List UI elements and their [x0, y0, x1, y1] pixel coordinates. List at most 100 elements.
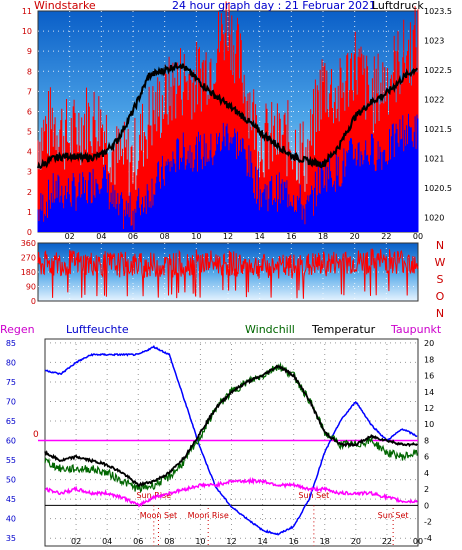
- rain-axis-label: 0: [33, 430, 39, 440]
- panel1-x-tick: 04: [96, 232, 106, 241]
- panel1-left-tick: 11: [22, 7, 32, 16]
- temperature-humidity-lines: [44, 344, 418, 536]
- panel3-left-tick: 35: [6, 534, 16, 543]
- panel1-right-tick: 1022.5: [424, 66, 452, 75]
- panel3-left-tick: 45: [6, 495, 16, 504]
- compass-letter: N: [436, 307, 444, 320]
- panel3-x-tick: 16: [289, 537, 299, 546]
- panel3-left-tick: 40: [6, 515, 16, 524]
- panel3-right-tick: 4: [424, 469, 429, 478]
- panel3-right-tick: -2: [424, 518, 432, 527]
- panel3-right-tick: 2: [424, 485, 429, 494]
- panel3-x-tick: 00: [413, 537, 423, 546]
- panel1-x-tick: 18: [318, 232, 328, 241]
- panel1-left-tick: 0: [27, 228, 32, 237]
- panel1-right-tick: 1023: [424, 36, 444, 45]
- panel1-x-tick: 10: [191, 232, 201, 241]
- panel3-x-tick: 10: [195, 537, 205, 546]
- panel3-left-tick: 85: [6, 339, 16, 348]
- panel3-left-tick: 70: [6, 397, 16, 406]
- panel1-right-tick: 1020: [424, 213, 444, 222]
- pressure-line: [37, 62, 418, 170]
- compass-letter: W: [435, 256, 446, 269]
- panel3-x-tick: 08: [164, 537, 174, 546]
- panel3-right-tick: 20: [424, 339, 434, 348]
- annotation-label: Moon Set: [140, 511, 177, 520]
- panel1-left-tick: 4: [27, 148, 32, 157]
- panel3-left-tick: 60: [6, 437, 16, 446]
- wind-direction-line: [37, 247, 419, 299]
- panel3-x-tick: 20: [351, 537, 361, 546]
- panel1-left-tick: 5: [27, 128, 32, 137]
- panel1-x-tick: 14: [255, 232, 265, 241]
- panel1-left-tick: 2: [27, 188, 32, 197]
- panel3-right-tick: 0: [424, 501, 429, 510]
- panel1-right-label: Luftdruck: [372, 0, 424, 12]
- panel3-x-tick: 02: [71, 537, 81, 546]
- panel1-left-tick: 3: [27, 168, 32, 177]
- panel2-left-tick: 0: [31, 297, 36, 306]
- panel1-right-axis: 1023.5 1023 1022.5 1022 1021.5 1021 1020.5 1020: [424, 7, 452, 222]
- compass-letter: O: [436, 290, 445, 303]
- wind-bars: [37, 1, 419, 232]
- panel1-right-tick: 1020.5: [424, 184, 452, 193]
- panel1-x-tick: 12: [223, 232, 233, 241]
- panel1-x-tick: 20: [350, 232, 360, 241]
- panel1-left-tick: 7: [27, 87, 32, 96]
- panel3-left-tick: 55: [6, 456, 16, 465]
- humidity-series: [44, 344, 418, 536]
- wind-speed-bars: [37, 113, 419, 232]
- panel3-x-axis: 02 04 06 08 10 12 14 16 18 20 22 00: [71, 537, 423, 546]
- panel1-right-tick: 1021.5: [424, 125, 452, 134]
- legend-entry: Luftfeuchte: [66, 323, 129, 336]
- panel2-left-axis: 360 270 180 90 0: [21, 239, 36, 306]
- panel1-x-axis: 02 04 06 08 10 12 14 16 18 20 22 00: [65, 232, 424, 241]
- panel3-right-tick: 14: [424, 388, 434, 397]
- annotation-label: Sun Set: [298, 491, 329, 500]
- legend-entry: Temperatur: [311, 323, 376, 336]
- panel1-x-tick: 16: [286, 232, 296, 241]
- legend-entry: Windchill: [245, 323, 295, 336]
- panel1-x-tick: 06: [128, 232, 138, 241]
- windchill-series: [44, 362, 418, 494]
- panel3-x-tick: 06: [133, 537, 143, 546]
- panel1-right-tick: 1021: [424, 154, 444, 163]
- panel3-right-tick: 18: [424, 355, 434, 364]
- panel1-left-tick: 10: [22, 27, 32, 36]
- temperature-series: [44, 364, 418, 487]
- panel2-left-tick: 180: [21, 268, 36, 277]
- panel1-x-tick: 02: [65, 232, 75, 241]
- panel3-right-tick: 8: [424, 436, 429, 445]
- panel1-x-tick: 22: [381, 232, 391, 241]
- wind-direction-series: [37, 247, 419, 299]
- pressure-series: [37, 62, 418, 170]
- panel3-x-tick: 12: [226, 537, 236, 546]
- panel3-left-tick: 80: [6, 358, 16, 367]
- legend-entry: Regen: [0, 323, 35, 336]
- compass-letter: S: [437, 273, 444, 286]
- annotation-label: Sun Set: [378, 511, 409, 520]
- panel3-x-tick: 14: [257, 537, 267, 546]
- panel1-right-tick: 1022: [424, 95, 444, 104]
- panel3-x-tick: 18: [320, 537, 330, 546]
- compass-letter: N: [436, 239, 444, 252]
- panel3-right-tick: 6: [424, 453, 429, 462]
- panel3-right-tick: 10: [424, 420, 434, 429]
- panel3-right-tick: 12: [424, 404, 434, 413]
- panel2-left-tick: 270: [21, 254, 36, 263]
- panel1-x-tick: 08: [160, 232, 170, 241]
- panel2-left-tick: 90: [26, 283, 36, 292]
- legend-entry: Taupunkt: [390, 323, 442, 336]
- panel1-left-tick: 6: [27, 107, 32, 116]
- annotation-label: Moon Rise: [188, 511, 229, 520]
- panel1-left-tick: 1: [27, 208, 32, 217]
- panel3-legend: Regen Luftfeuchte Windchill Temperatur Taupu…: [0, 323, 442, 336]
- panel3-left-tick: 75: [6, 378, 16, 387]
- panel3-right-tick: 16: [424, 372, 434, 381]
